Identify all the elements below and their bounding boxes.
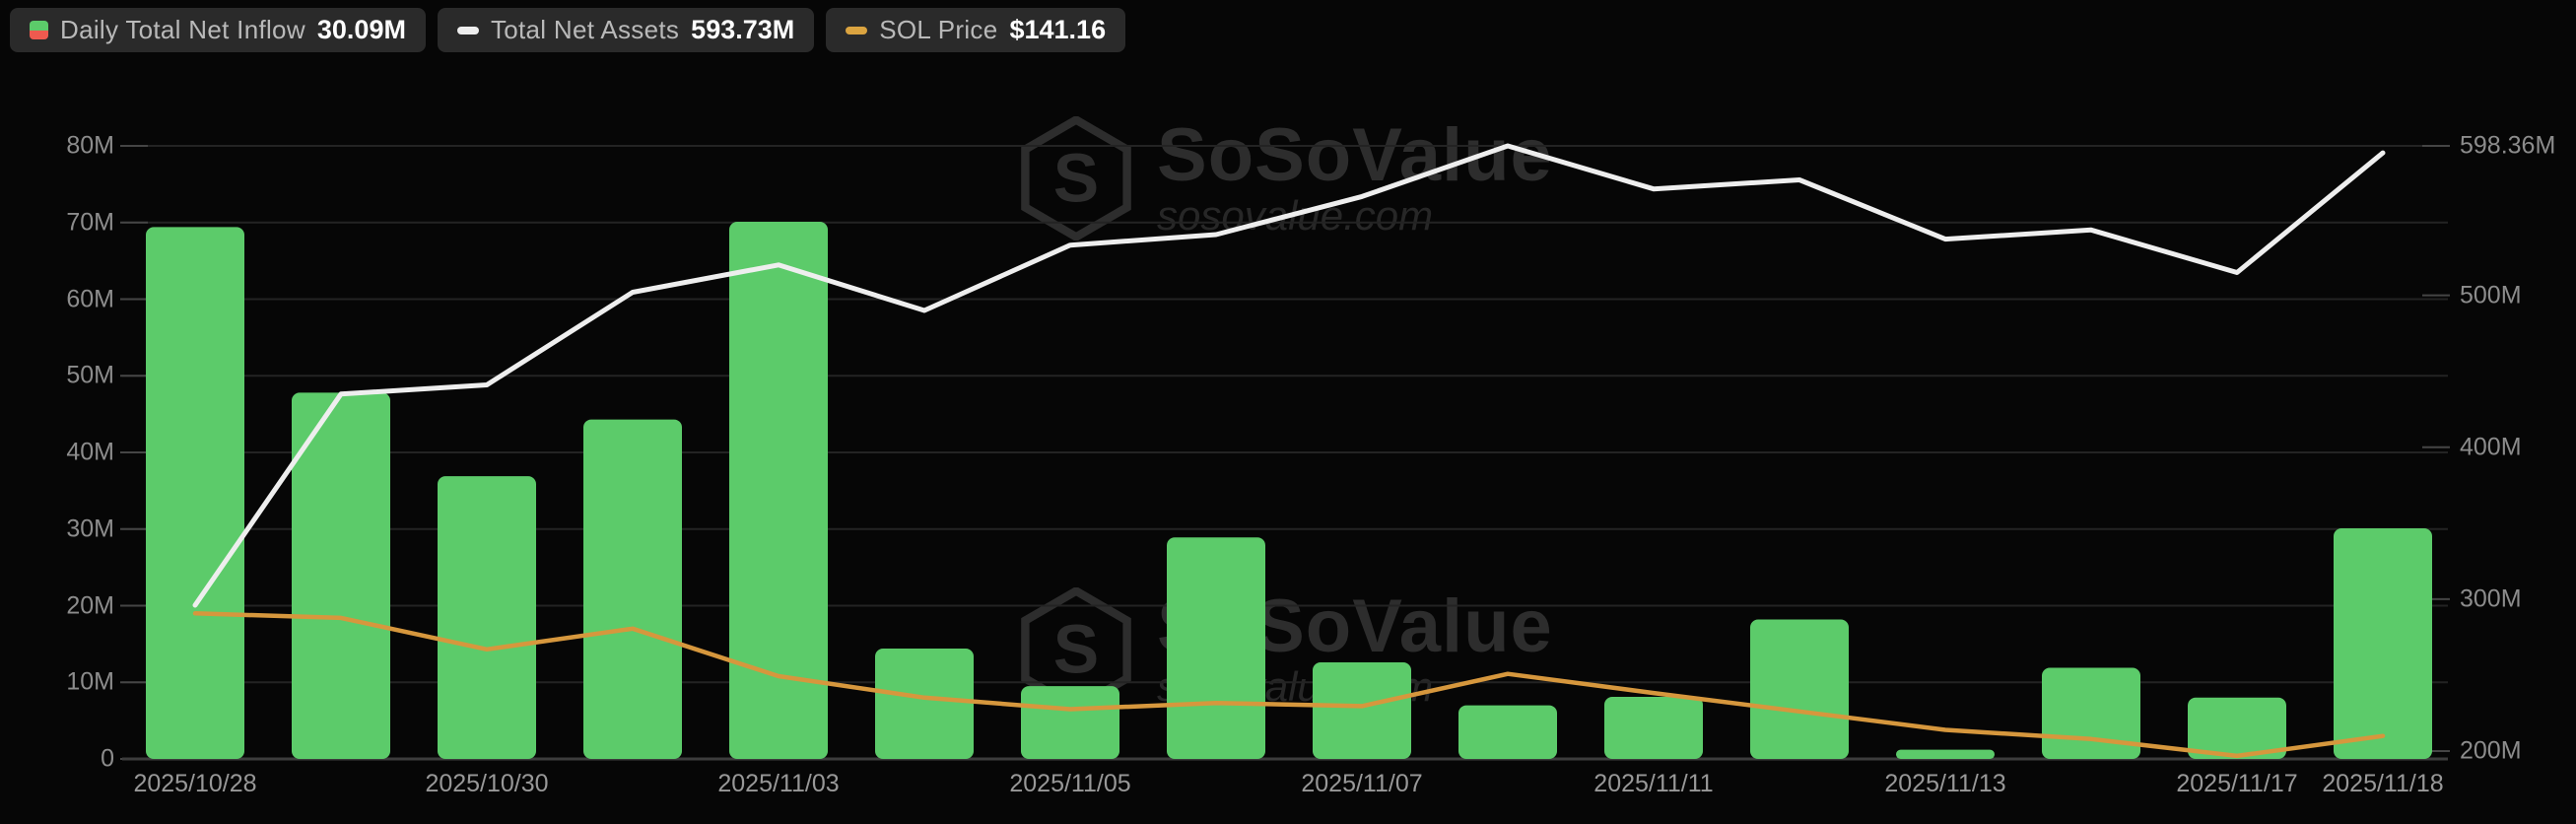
x-axis-date-label: 2025/11/18	[2322, 770, 2444, 797]
right-axis-tick-label: 200M	[2460, 736, 2522, 765]
inflow-bar-2025-11-04[interactable]	[875, 649, 974, 759]
inflow-bar-2025-11-14[interactable]	[2042, 667, 2140, 759]
legend-assets-value: 593.73M	[691, 15, 795, 44]
chart-legend: Daily Total Net Inflow 30.09M Total Net …	[10, 8, 1126, 52]
left-axis-tick-label: 70M	[66, 208, 114, 237]
inflow-bar-2025-10-31[interactable]	[583, 419, 682, 759]
inflow-bar-2025-10-30[interactable]	[438, 476, 536, 759]
legend-inflow-value: 30.09M	[316, 15, 406, 44]
right-axis-tick-label: 598.36M	[2460, 131, 2556, 160]
inflow-bar-2025-11-07[interactable]	[1313, 662, 1411, 759]
left-axis-tick-label: 80M	[66, 131, 114, 160]
legend-inflow-label: Daily Total Net Inflow	[60, 15, 305, 44]
legend-sol-value: $141.16	[1009, 15, 1107, 44]
sol-price-line	[192, 611, 2386, 759]
x-axis-date-label: 2025/11/13	[1884, 770, 2006, 797]
left-axis-tick-label: 30M	[66, 515, 114, 543]
net-assets-line	[192, 143, 2386, 608]
x-axis-date-label: 2025/11/05	[1009, 770, 1131, 797]
inflow-bar-2025-11-11[interactable]	[1604, 697, 1703, 759]
inflow-bar-2025-11-13[interactable]	[1896, 749, 1995, 759]
inflow-bar-2025-11-05[interactable]	[1021, 686, 1119, 759]
inflow-bar-2025-11-03[interactable]	[729, 221, 828, 759]
x-axis-date-label: 2025/11/11	[1593, 770, 1714, 797]
right-axis-tick-label: 500M	[2460, 281, 2522, 309]
x-axis-date-label: 2025/10/30	[425, 770, 549, 797]
x-axis-date-label: 2025/11/17	[2176, 770, 2298, 797]
right-axis-tick-label: 300M	[2460, 584, 2522, 613]
left-axis-tick-label: 0	[101, 744, 114, 773]
left-axis-tick-label: 50M	[66, 361, 114, 389]
inflow-bar-2025-10-28[interactable]	[146, 227, 244, 760]
inflow-bar-2025-11-10[interactable]	[1458, 705, 1557, 759]
x-axis-date-label: 2025/11/03	[717, 770, 840, 797]
legend-sol-price[interactable]: SOL Price $141.16	[826, 8, 1126, 52]
inflow-bar-2025-11-17[interactable]	[2188, 697, 2286, 759]
net-assets-line-icon	[456, 26, 479, 34]
legend-total-net-assets[interactable]: Total Net Assets 593.73M	[437, 8, 815, 52]
inflow-bar-2025-11-18[interactable]	[2334, 528, 2432, 759]
inflow-bar-icon	[30, 21, 48, 39]
left-axis-tick-label: 10M	[66, 667, 114, 696]
legend-sol-label: SOL Price	[879, 15, 998, 44]
inflow-bar-2025-11-12[interactable]	[1750, 619, 1849, 759]
x-axis-date-label: 2025/10/28	[133, 770, 257, 797]
legend-daily-net-inflow[interactable]: Daily Total Net Inflow 30.09M	[10, 8, 426, 52]
x-axis-date-label: 2025/11/07	[1301, 770, 1423, 797]
inflow-bar-2025-11-06[interactable]	[1167, 537, 1265, 759]
left-axis-tick-label: 60M	[66, 285, 114, 312]
left-axis-tick-label: 40M	[66, 438, 114, 466]
left-axis-tick-label: 20M	[66, 591, 114, 619]
inflow-bar-2025-10-29[interactable]	[292, 392, 390, 759]
right-axis-tick-label: 400M	[2460, 433, 2522, 461]
sol-price-line-icon	[846, 26, 868, 34]
legend-assets-label: Total Net Assets	[490, 15, 680, 44]
